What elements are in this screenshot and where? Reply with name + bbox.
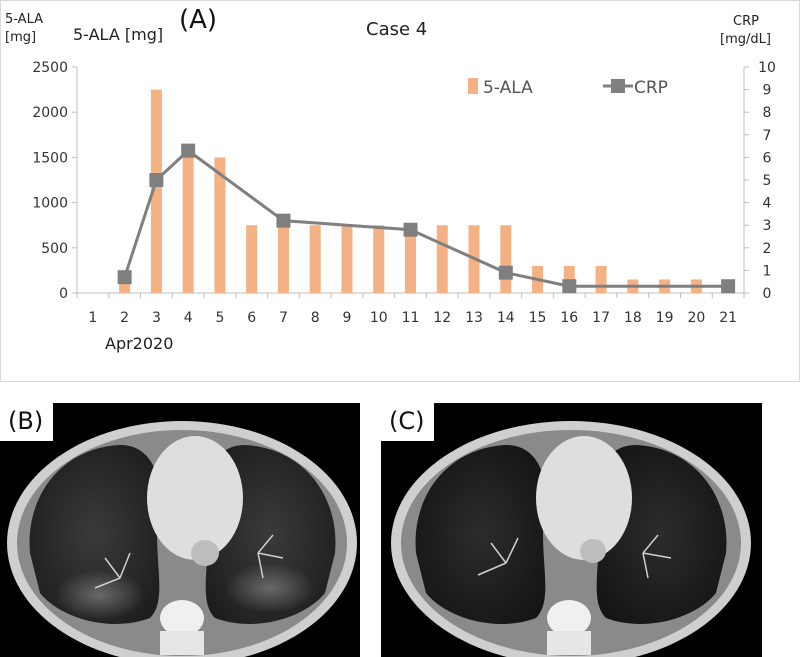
y-left-title-line1: 5-ALA <box>5 12 43 27</box>
x-tick-label: 19 <box>656 310 674 326</box>
chart-legend: 5-ALA CRP <box>468 78 668 98</box>
bar-5ala <box>119 283 131 293</box>
x-tick-label: 17 <box>592 310 610 326</box>
bar-5ala <box>277 225 289 293</box>
y-right-title-line1: CRP <box>733 14 759 29</box>
ct-image-c <box>391 421 751 657</box>
panel-a-label: (A) <box>179 5 217 35</box>
x-tick-label: 3 <box>152 310 161 326</box>
x-tick-label: 12 <box>433 310 451 326</box>
x-tick-label: 4 <box>184 310 193 326</box>
bar-5ala <box>436 225 448 293</box>
panel-c-label: (C) <box>381 403 435 441</box>
bar-5ala <box>405 225 416 293</box>
point-crp <box>181 143 196 158</box>
y-left-title-line2: [mg] <box>5 30 36 45</box>
bar-5ala <box>341 225 353 293</box>
x-tick-label: 6 <box>247 310 256 326</box>
bar-5ala <box>246 225 258 293</box>
bar-5ala <box>214 157 226 293</box>
y-left-tick-label: 2500 <box>32 60 68 76</box>
y-left-tick-label: 500 <box>41 241 68 257</box>
panel-b-label: (B) <box>0 403 54 441</box>
bar-5ala <box>500 225 512 293</box>
chart-title: Case 4 <box>366 19 427 40</box>
legend-swatch-5ala <box>468 78 478 94</box>
x-tick-label: 10 <box>370 310 388 326</box>
ct-scan-b: (B) <box>0 403 360 657</box>
y-left-tick-label: 1500 <box>32 150 68 166</box>
point-crp <box>403 222 418 237</box>
y-right-title-line2: [mg/dL] <box>720 32 771 47</box>
legend-label-crp: CRP <box>634 78 668 98</box>
y-right-tick-label: 5 <box>763 173 772 189</box>
y-left-inline-label: 5-ALA [mg] <box>73 25 163 44</box>
point-crp <box>721 279 736 294</box>
legend-label-5ala: 5-ALA <box>483 78 533 98</box>
x-tick-label: 1 <box>88 310 97 326</box>
point-crp <box>276 213 291 228</box>
x-tick-label: 20 <box>687 310 705 326</box>
y-right-tick-label: 7 <box>763 128 772 144</box>
ct-scan-c: (C) <box>381 403 762 657</box>
y-right-tick-label: 1 <box>763 263 772 279</box>
x-tick-label: 13 <box>465 310 483 326</box>
y-left-tick-label: 0 <box>59 286 68 302</box>
bar-5ala <box>182 148 194 293</box>
x-tick-label: 5 <box>215 310 224 326</box>
y-right-tick-label: 6 <box>763 150 772 166</box>
x-tick-label: 2 <box>120 310 129 326</box>
y-right-tick-label: 2 <box>763 241 772 257</box>
x-tick-label: 11 <box>402 310 420 326</box>
x-tick-label: 14 <box>497 310 515 326</box>
x-tick-label: 7 <box>279 310 288 326</box>
chart-panel-a: (A) Case 4 5-ALA [mg] 5-ALA [mg] CRP [mg… <box>0 0 800 382</box>
point-crp <box>498 265 513 280</box>
point-crp <box>149 173 164 187</box>
y-left-tick-label: 1000 <box>32 196 68 212</box>
chart-svg: (A) Case 4 5-ALA [mg] 5-ALA [mg] CRP [mg… <box>5 5 776 353</box>
point-crp <box>117 270 132 285</box>
x-tick-label: 15 <box>529 310 547 326</box>
y-right-tick-label: 9 <box>763 83 772 99</box>
x-tick-label: 18 <box>624 310 642 326</box>
x-axis-sublabel: Apr2020 <box>105 334 173 353</box>
ct-image-b <box>7 421 357 657</box>
bar-5ala <box>150 89 162 293</box>
point-crp <box>562 279 577 294</box>
y-right-tick-label: 0 <box>763 286 772 302</box>
x-tick-label: 21 <box>719 310 737 326</box>
bar-5ala <box>309 225 321 293</box>
x-tick-label: 9 <box>343 310 352 326</box>
x-tick-label: 8 <box>311 310 320 326</box>
y-right-tick-label: 10 <box>758 60 776 76</box>
y-right-tick-label: 3 <box>763 218 772 234</box>
y-right-tick-label: 8 <box>763 105 772 121</box>
x-tick-label: 16 <box>560 310 578 326</box>
bar-5ala <box>595 265 607 293</box>
y-left-tick-label: 2000 <box>32 105 68 121</box>
y-right-tick-label: 4 <box>763 196 772 212</box>
bar-5ala <box>373 225 385 293</box>
legend-marker-crp <box>611 79 625 93</box>
